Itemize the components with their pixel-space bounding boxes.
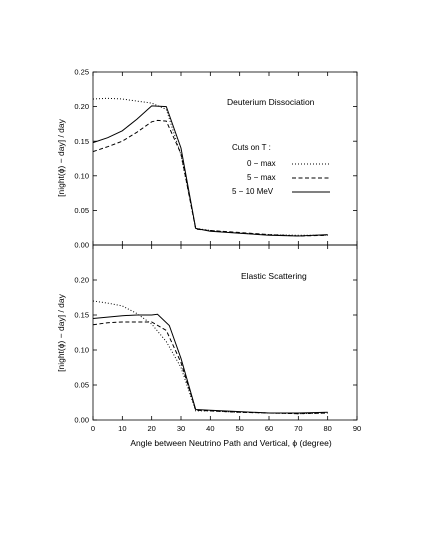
panel-top: 0.00 0.05 0.10 0.15 0.20 0.25 Deuterium Disso… [56, 68, 358, 250]
x-axis-title: Angle between Neutrino Path and Vertical… [130, 438, 331, 448]
x-tick-label: 10 [118, 424, 126, 433]
y-tick-label: 0.10 [74, 171, 89, 180]
y-ticks-bottom: 0.00 0.05 0.10 0.15 0.20 [74, 244, 357, 425]
series-bottom [92, 300, 328, 415]
series-line-top-1 [92, 119, 328, 237]
x-tick-label: 30 [177, 424, 185, 433]
y-tick-label: 0.15 [74, 311, 89, 320]
y-tick-label: 0.10 [74, 346, 89, 355]
series-line-bottom-0 [92, 300, 328, 415]
x-tick-label: 60 [265, 424, 273, 433]
x-tick-label: 90 [353, 424, 361, 433]
y-tick-label: 0.05 [74, 206, 89, 215]
y-axis-title-top: [night(ϕ) − day] / day [56, 118, 66, 197]
plot-frame-bottom [92, 244, 358, 421]
x-ticks-bottom: 0 10 20 30 40 50 60 70 80 90 [91, 245, 361, 433]
x-ticks-top [92, 72, 358, 245]
series-line-top-2 [92, 105, 328, 237]
series-line-top-0 [92, 97, 328, 236]
legend: Cuts on T : 0 − max 5 − max 5 − 10 MeV [232, 143, 330, 196]
x-tick-label: 20 [147, 424, 155, 433]
x-tick-label: 50 [235, 424, 243, 433]
panel-title-bottom: Elastic Scattering [241, 271, 307, 281]
panel-bottom: 0.00 0.05 0.10 0.15 0.20 0 10 20 30 40 50 60 70 80 90… [56, 244, 361, 448]
x-tick-label: 40 [206, 424, 214, 433]
y-tick-label: 0.05 [74, 381, 89, 390]
legend-label-2: 5 − 10 MeV [232, 187, 274, 196]
y-axis-title-bottom: [night(ϕ) − day] / day [56, 293, 66, 372]
plot-frame-top [92, 71, 358, 246]
legend-label-1: 5 − max [247, 173, 276, 182]
series-line-bottom-1 [92, 321, 328, 415]
y-tick-label: 0.00 [74, 241, 89, 250]
y-tick-label: 0.00 [74, 416, 89, 425]
legend-label-0: 0 − max [247, 159, 276, 168]
panel-title-top: Deuterium Dissociation [227, 97, 315, 107]
y-tick-label: 0.20 [74, 276, 89, 285]
legend-title: Cuts on T : [232, 143, 271, 152]
series-line-bottom-2 [92, 313, 328, 414]
y-tick-label: 0.15 [74, 137, 89, 146]
y-tick-label: 0.20 [74, 102, 89, 111]
x-tick-label: 70 [294, 424, 302, 433]
x-tick-label: 0 [91, 424, 95, 433]
y-ticks-top: 0.00 0.05 0.10 0.15 0.20 0.25 [74, 68, 357, 250]
y-tick-label: 0.25 [74, 68, 89, 77]
x-tick-label: 80 [323, 424, 331, 433]
series-top [92, 97, 328, 237]
